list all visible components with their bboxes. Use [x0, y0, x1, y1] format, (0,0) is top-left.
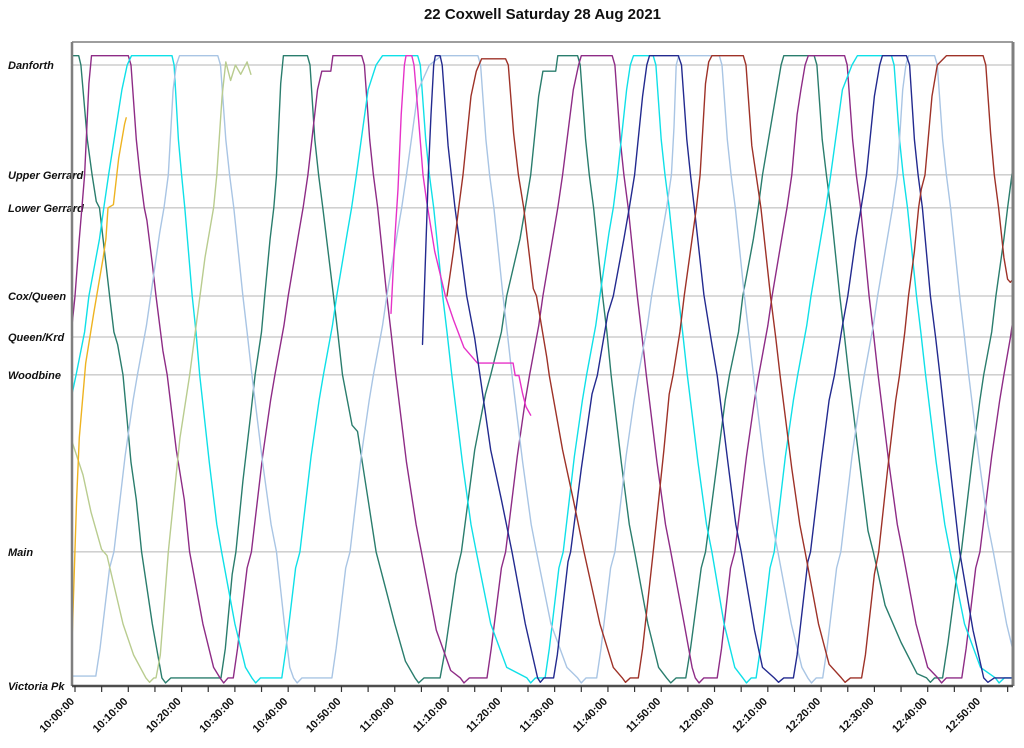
station-label: Woodbine: [8, 370, 61, 382]
x-tick-label: 10:10:00: [91, 696, 131, 736]
vehicle-teal-trace: [72, 55, 1013, 684]
station-label: Cox/Queen: [8, 291, 66, 303]
x-tick-label: 12:40:00: [890, 696, 930, 736]
station-label: Main: [8, 547, 33, 559]
x-tick-label: 11:30:00: [518, 696, 557, 735]
chart-title: 22 Coxwell Saturday 28 Aug 2021: [423, 6, 662, 23]
vehicle-traces: [72, 55, 1013, 684]
x-tick-label: 11:20:00: [464, 696, 503, 735]
x-tick-label: 12:20:00: [784, 696, 824, 736]
x-tick-label: 12:30:00: [837, 696, 877, 736]
x-tick-label: 10:20:00: [144, 696, 184, 736]
vehicle-orange-trace: [72, 117, 127, 665]
vehicle-darkred-trace: [446, 55, 1013, 683]
vehicle-magenta-trace: [390, 55, 532, 416]
vehicle-olive-trace: [72, 61, 252, 683]
vehicle-lightblue-trace: [72, 55, 1013, 684]
x-tick-label: 11:50:00: [624, 696, 663, 735]
station-label: Upper Gerrard: [8, 170, 83, 182]
x-tick-label: 10:00:00: [37, 696, 77, 736]
station-label: Danforth: [8, 60, 54, 72]
x-tick-label: 11:10:00: [411, 696, 450, 735]
station-label: Queen/Krd: [8, 332, 65, 344]
x-tick-label: 11:00:00: [358, 696, 397, 735]
vehicle-navy-trace: [421, 55, 1013, 683]
station-label: Victoria Pk: [8, 681, 65, 693]
x-tick-label: 10:40:00: [251, 696, 291, 736]
x-tick-label: 10:30:00: [197, 696, 237, 736]
x-tick-label: 12:00:00: [677, 696, 717, 736]
vehicle-cyan-trace: [72, 55, 1013, 684]
x-tick-label: 12:10:00: [730, 696, 770, 736]
x-tick-label: 10:50:00: [304, 696, 344, 736]
x-tick-label: 12:50:00: [943, 696, 983, 736]
x-tick-label: 11:40:00: [571, 696, 610, 735]
vehicle-purple-trace: [72, 55, 1013, 684]
station-label: Lower Gerrard: [8, 203, 84, 215]
